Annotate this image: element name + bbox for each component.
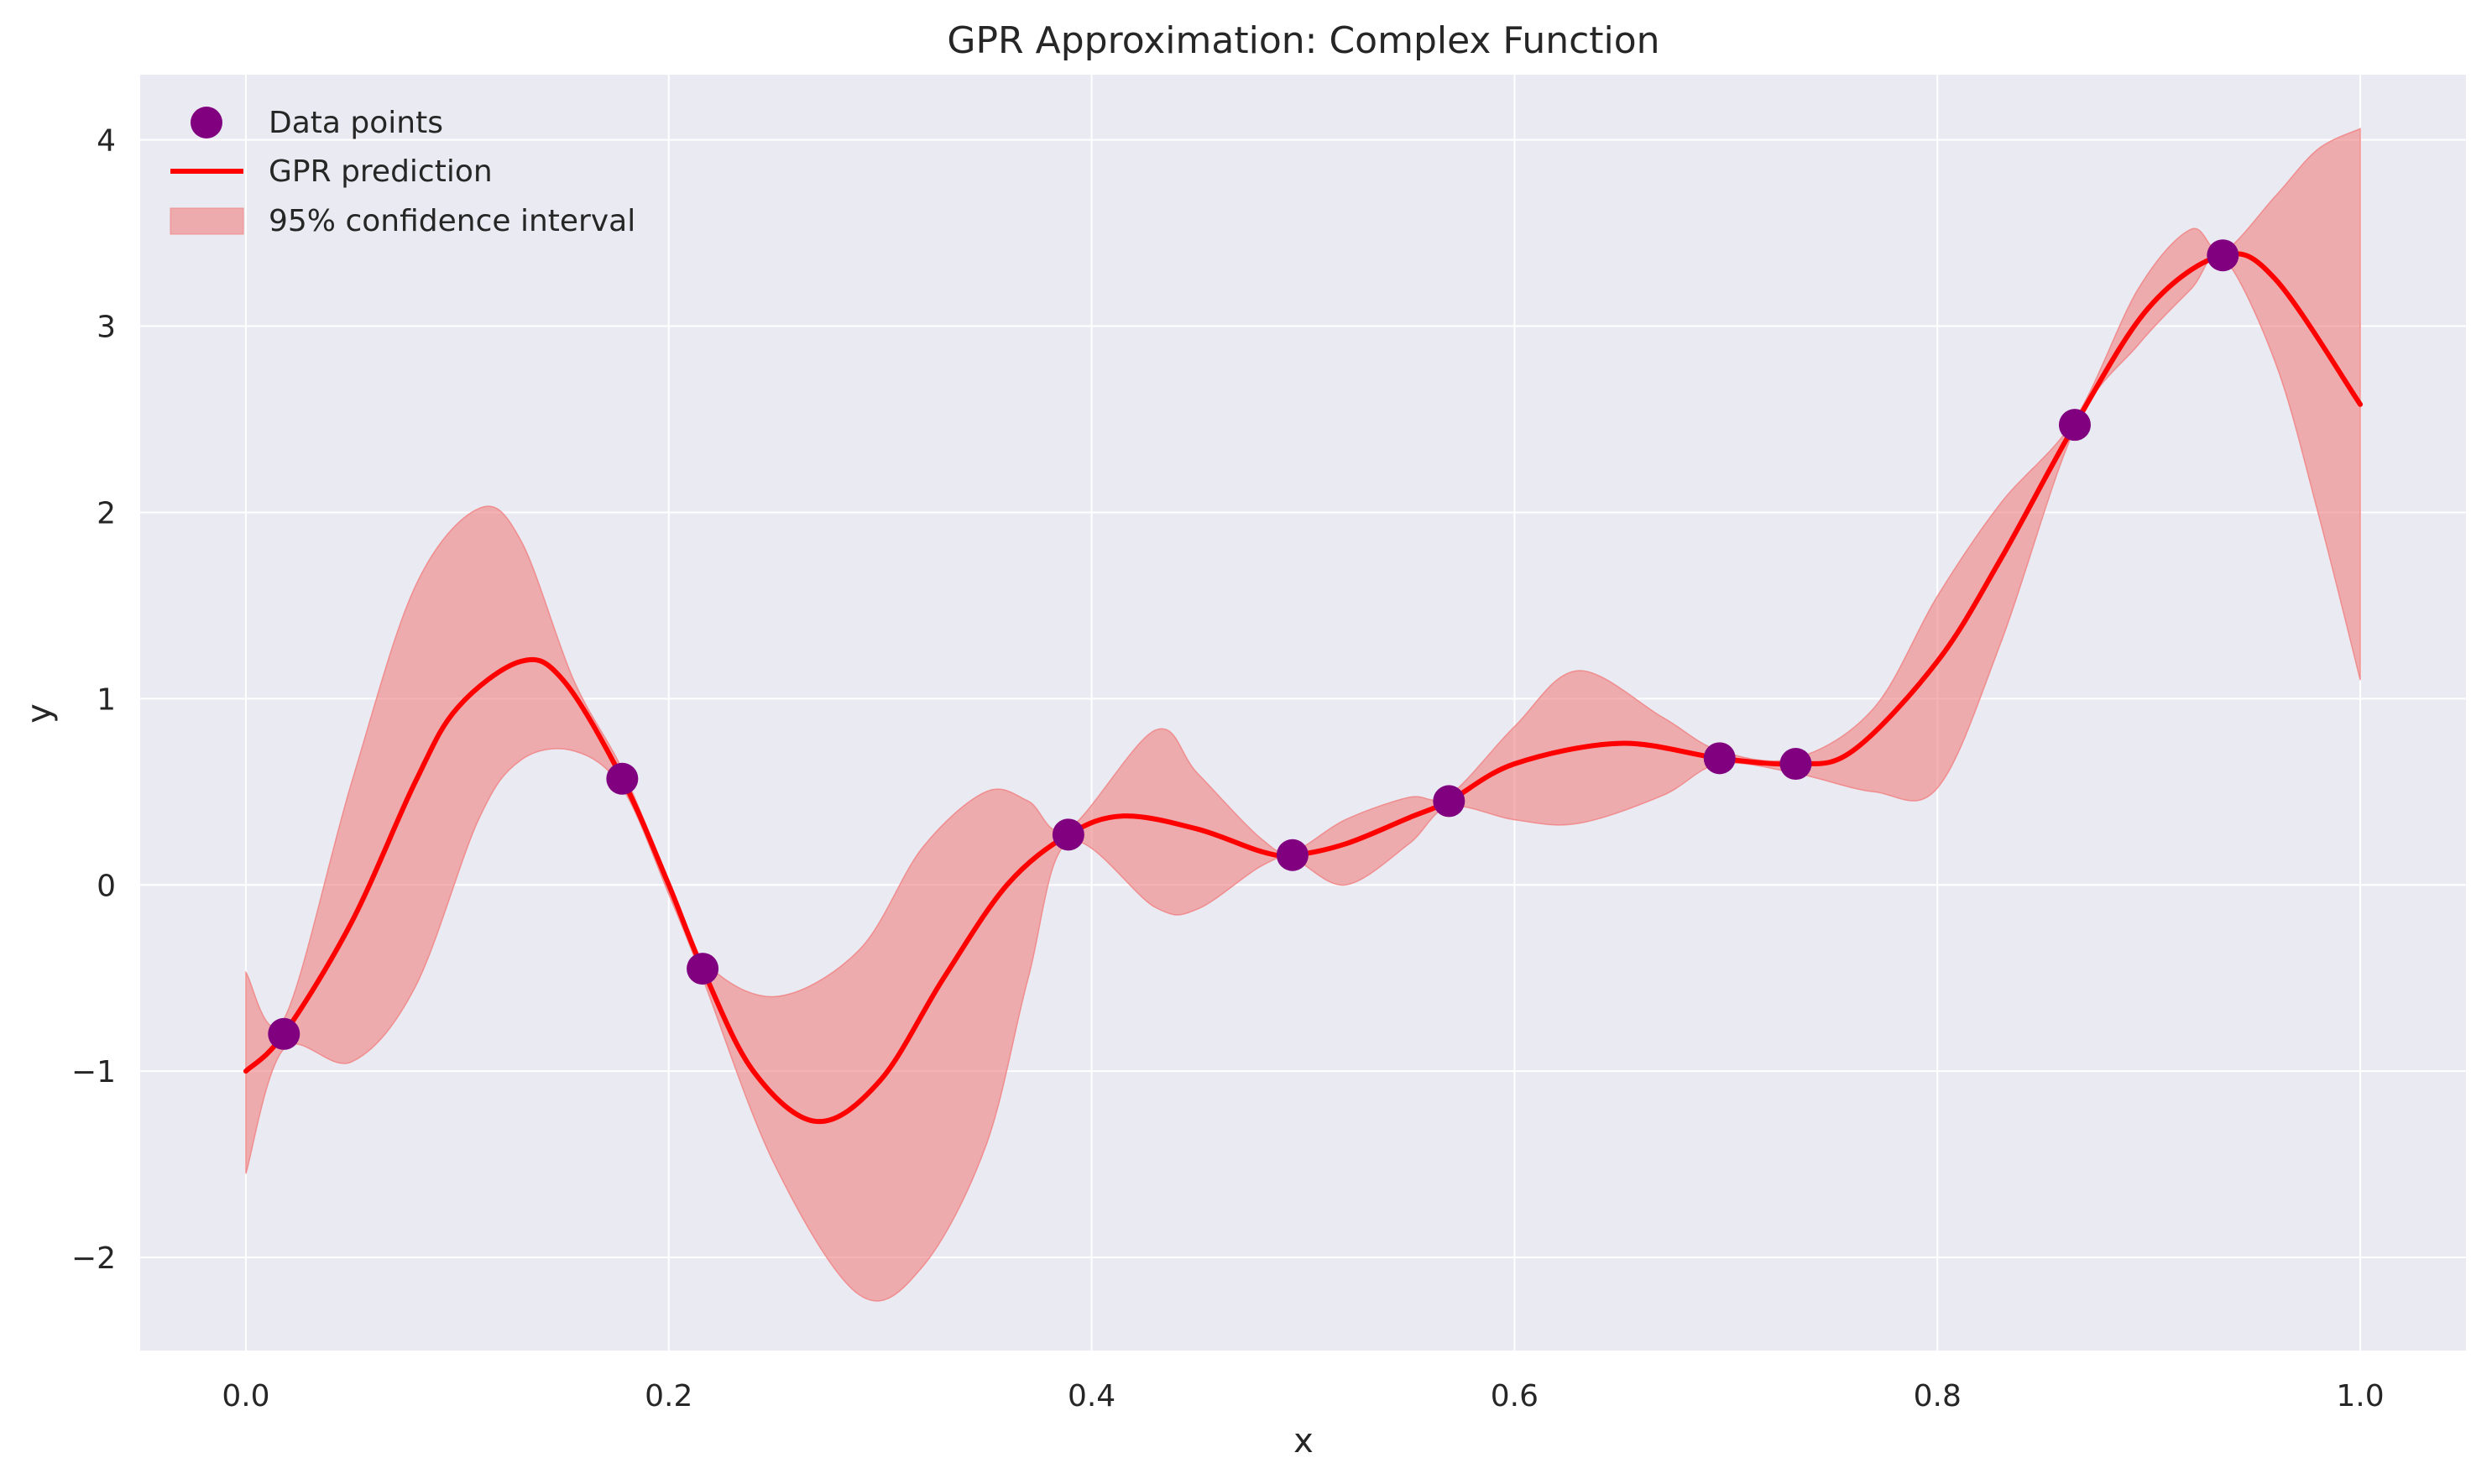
- confidence-interval-band: [245, 128, 2361, 1302]
- data-point: [268, 1017, 300, 1050]
- legend: Data points GPR prediction 95% confidenc…: [170, 106, 635, 238]
- legend-label-data-points: Data points: [269, 106, 443, 140]
- y-tick-label: 3: [97, 311, 116, 345]
- data-point: [1433, 785, 1465, 818]
- data-point: [1276, 839, 1309, 871]
- data-point: [687, 953, 719, 985]
- legend-label-confidence-interval: 95% confidence interval: [269, 204, 635, 238]
- data-point: [1703, 742, 1736, 775]
- legend-label-gpr-prediction: GPR prediction: [269, 154, 493, 189]
- data-point: [2058, 409, 2091, 442]
- x-tick-label: 0.4: [1068, 1379, 1115, 1413]
- y-tick-label: 4: [97, 124, 116, 159]
- legend-marker-confidence-interval: [170, 207, 244, 235]
- confidence-band-layer: [245, 128, 2361, 1302]
- x-tick-label: 0.8: [1914, 1379, 1962, 1413]
- chart-title: GPR Approximation: Complex Function: [947, 19, 1659, 62]
- x-axis-label: x: [1293, 1422, 1314, 1460]
- data-points-layer: [268, 239, 2239, 1050]
- y-tick-label: 2: [97, 496, 116, 530]
- y-tick-label: 1: [97, 682, 116, 717]
- data-point: [2207, 239, 2239, 272]
- prediction-line-layer: [243, 251, 2364, 1125]
- x-tick-label: 0.0: [222, 1379, 269, 1413]
- data-point: [1779, 748, 1812, 781]
- y-tick-label: 0: [97, 869, 116, 903]
- gpr-prediction-line: [243, 251, 2364, 1125]
- x-tick-label: 0.2: [645, 1379, 692, 1413]
- x-tick-label: 1.0: [2336, 1379, 2384, 1413]
- y-tick-label: −1: [71, 1055, 116, 1089]
- y-axis-ticks: −2 −1 0 1 2 3 4: [71, 124, 116, 1276]
- x-axis-ticks: 0.0 0.2 0.4 0.6 0.8 1.0: [222, 1379, 2384, 1413]
- legend-marker-data-points: [191, 107, 222, 138]
- data-point: [1052, 818, 1084, 851]
- data-point: [606, 762, 639, 795]
- y-axis-label: y: [20, 703, 59, 724]
- y-tick-label: −2: [71, 1241, 116, 1276]
- x-tick-label: 0.6: [1491, 1379, 1539, 1413]
